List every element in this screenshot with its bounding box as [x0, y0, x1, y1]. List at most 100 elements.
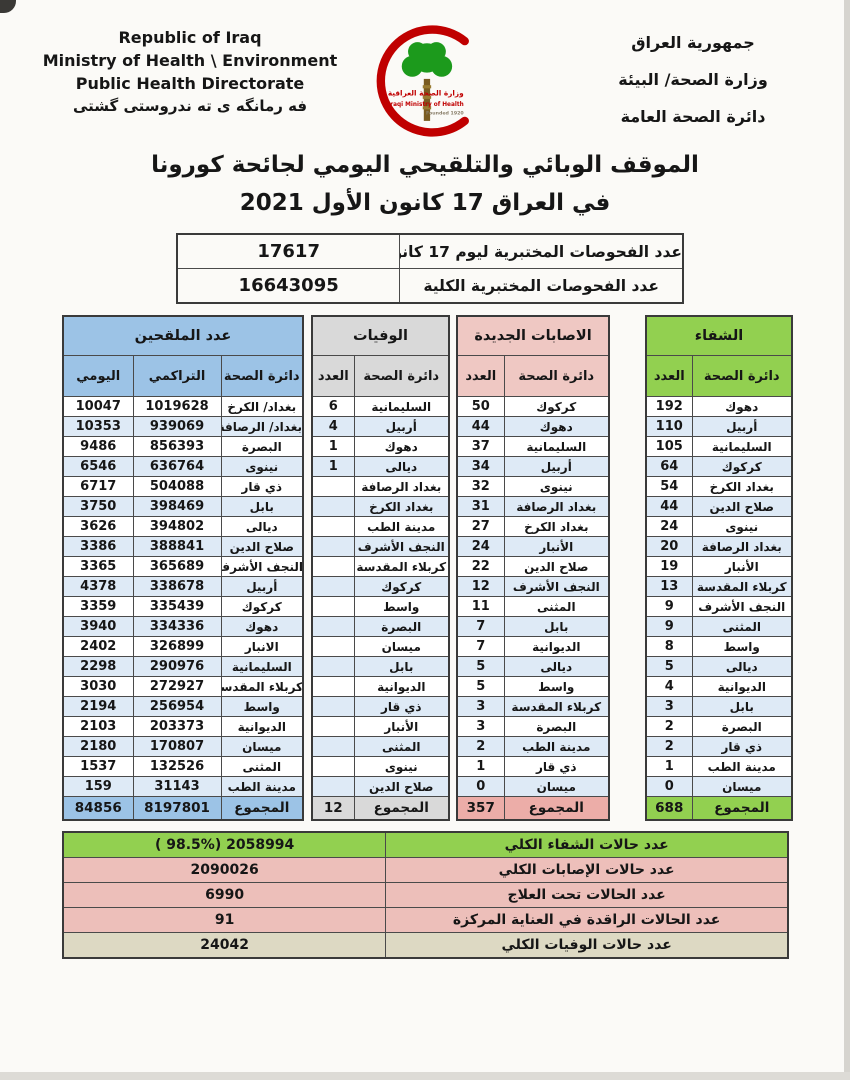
cumulative-cell: 272927: [132, 676, 222, 697]
page-title: الموقف الوبائي والتلقيحي اليومي لجائحة ك…: [0, 146, 850, 222]
daily-cell: 3626: [62, 516, 134, 537]
deaths-table: الوفيات دائرة الصحة العدد السليمانية 6 أ…: [311, 315, 450, 821]
table-row: المثنى 132526 1537: [62, 756, 304, 777]
table-row: ديالى 5: [456, 656, 610, 677]
table-row: النجف الأشرف 9: [645, 596, 793, 617]
daily-cell: 2402: [62, 636, 134, 657]
daily-cell: 2180: [62, 736, 134, 757]
tests-table-row: عدد الفحوصات المختبرية ليوم 17 كانون الأ…: [176, 233, 684, 269]
table-row: واسط 8: [645, 636, 793, 657]
cumulative-cell: 388841: [132, 536, 222, 557]
summary-label: عدد حالات الوفيات الكلي: [385, 932, 789, 959]
region-cell: بغداد/ الرصافة: [220, 416, 304, 437]
count-cell: 110: [645, 416, 693, 437]
region-cell: الديوانية: [220, 716, 304, 737]
count-cell: [311, 596, 355, 617]
region-cell: بابل: [220, 496, 304, 517]
region-cell: كربلاء المقدسة: [691, 576, 793, 597]
infections-col-region: دائرة الصحة: [503, 355, 610, 397]
region-cell: أربيل: [220, 576, 304, 597]
table-row: بغداد الرصافة 20: [645, 536, 793, 557]
summary-value: 6990: [62, 882, 387, 908]
region-cell: ميسان: [353, 636, 450, 657]
table-row: كربلاء المقدسة: [311, 556, 450, 577]
region-cell: السليمانية: [691, 436, 793, 457]
deaths-col-region: دائرة الصحة: [353, 355, 450, 397]
region-cell: مدينة الطب: [353, 516, 450, 537]
tests-table-row: عدد الفحوصات المختبرية الكلية 16643095: [176, 268, 684, 304]
region-cell: السليمانية: [220, 656, 304, 677]
region-cell: واسط: [691, 636, 793, 657]
region-cell: ديالى: [220, 516, 304, 537]
cumulative-cell: 31143: [132, 776, 222, 797]
tests-row-label: عدد الفحوصات المختبرية الكلية: [399, 268, 684, 304]
daily-cell: 3030: [62, 676, 134, 697]
table-row: الديوانية 4: [645, 676, 793, 697]
recovery-col-region: دائرة الصحة: [691, 355, 793, 397]
daily-cell: 2298: [62, 656, 134, 677]
count-cell: 50: [456, 396, 505, 417]
count-cell: 7: [456, 636, 505, 657]
count-cell: [311, 616, 355, 637]
table-row: السليمانية 290976 2298: [62, 656, 304, 677]
table-row: بابل: [311, 656, 450, 677]
daily-cell: 3365: [62, 556, 134, 577]
region-cell: بغداد الرصافة: [353, 476, 450, 497]
table-row: ديالى 5: [645, 656, 793, 677]
crescent-tree-logo-icon: وزارة الصحة العراقية Iraqi Ministry of H…: [376, 25, 469, 137]
count-cell: 3: [456, 716, 505, 737]
table-row: البصرة 3: [456, 716, 610, 737]
table-row: الأنبار 24: [456, 536, 610, 557]
table-row: أربيل 4: [311, 416, 450, 437]
region-cell: كربلاء المقدسة: [353, 556, 450, 577]
summary-row: عدد الحالات الراقدة في العناية المركزة 9…: [62, 907, 789, 933]
count-cell: 6: [311, 396, 355, 417]
count-cell: [311, 576, 355, 597]
count-cell: 9: [645, 596, 693, 617]
count-cell: 7: [456, 616, 505, 637]
region-cell: صلاح الدين: [503, 556, 610, 577]
table-row: المثنى 11: [456, 596, 610, 617]
header-ar-line3: دائرة الصحة العامة: [620, 107, 766, 126]
daily-cell: 3359: [62, 596, 134, 617]
report-header: Republic of Iraq Ministry of Health \ En…: [0, 18, 850, 148]
page-title-line2: في العراق 17 كانون الأول 2021: [239, 190, 611, 216]
table-row: مدينة الطب 2: [456, 736, 610, 757]
tests-row-value: 16643095: [176, 268, 401, 304]
header-ar-line1: جمهورية العراق: [631, 33, 755, 52]
count-cell: 37: [456, 436, 505, 457]
count-cell: 192: [645, 396, 693, 417]
recovery-table: الشفاء دائرة الصحة العدد دهوك 192 أربيل …: [645, 315, 793, 821]
region-cell: الديوانية: [691, 676, 793, 697]
cumulative-cell: 334336: [132, 616, 222, 637]
count-cell: 22: [456, 556, 505, 577]
table-row: دهوك 44: [456, 416, 610, 437]
region-cell: ديالى: [353, 456, 450, 477]
table-row: كركوك 335439 3359: [62, 596, 304, 617]
count-cell: 8: [645, 636, 693, 657]
header-ar-line2: وزارة الصحة/ البيئة: [618, 70, 768, 89]
count-cell: [311, 536, 355, 557]
region-cell: النجف الأشرف: [503, 576, 610, 597]
count-cell: 44: [645, 496, 693, 517]
daily-cell: 4378: [62, 576, 134, 597]
count-cell: 5: [456, 656, 505, 677]
table-row: ميسان 170807 2180: [62, 736, 304, 757]
table-row: بغداد الكرخ 27: [456, 516, 610, 537]
table-row: واسط: [311, 596, 450, 617]
region-cell: نينوى: [353, 756, 450, 777]
region-cell: الديوانية: [503, 636, 610, 657]
summary-label: عدد حالات الإصابات الكلي: [385, 857, 789, 883]
region-cell: كركوك: [691, 456, 793, 477]
count-cell: 4: [645, 676, 693, 697]
count-cell: 32: [456, 476, 505, 497]
count-cell: 1: [311, 436, 355, 457]
region-cell: صلاح الدين: [691, 496, 793, 517]
count-cell: 5: [645, 656, 693, 677]
region-cell: صلاح الدين: [220, 536, 304, 557]
summary-label: عدد الحالات تحت العلاج: [385, 882, 789, 908]
table-row: بغداد الكرخ: [311, 496, 450, 517]
recovery-col-count: العدد: [645, 355, 693, 397]
count-cell: [311, 716, 355, 737]
table-row: كربلاء المقدسة 13: [645, 576, 793, 597]
